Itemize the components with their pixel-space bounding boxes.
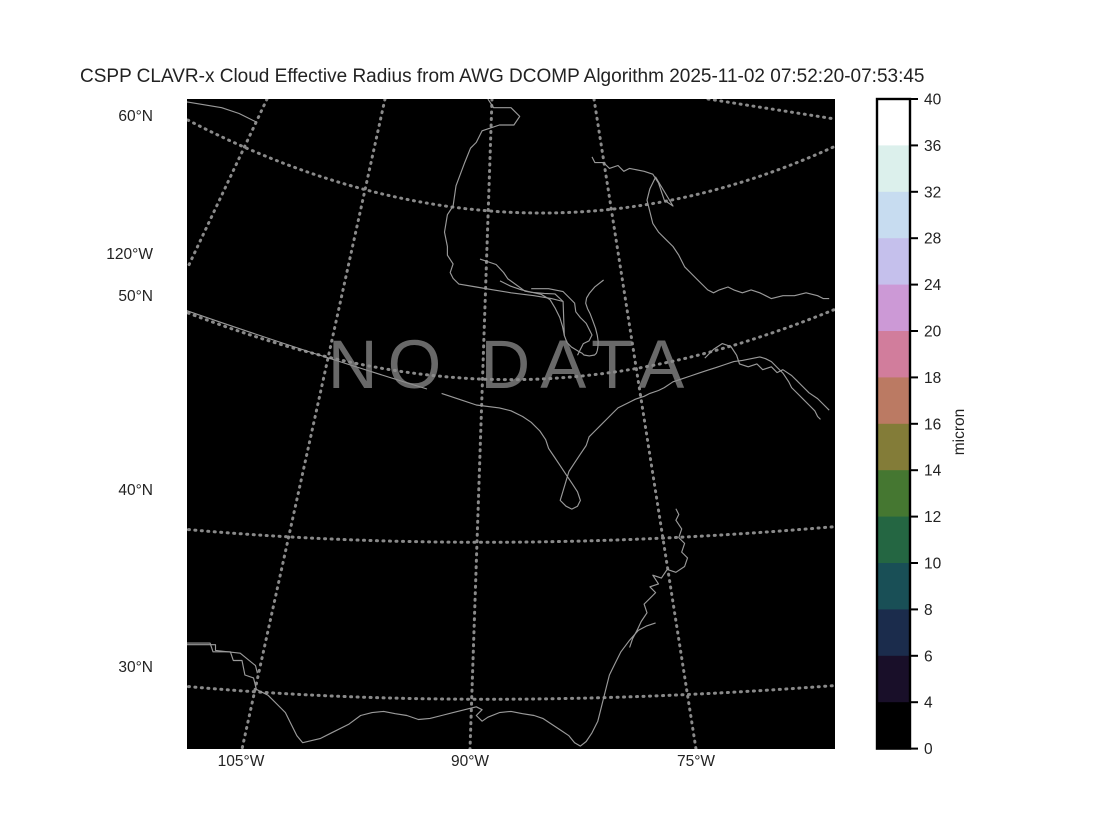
svg-text:18: 18: [924, 370, 941, 387]
svg-text:6: 6: [924, 648, 933, 665]
svg-text:20: 20: [924, 324, 942, 341]
svg-text:10: 10: [924, 556, 942, 573]
svg-text:14: 14: [924, 463, 942, 480]
svg-text:40: 40: [924, 92, 942, 109]
svg-text:4: 4: [924, 695, 933, 712]
svg-text:24: 24: [924, 277, 942, 294]
svg-text:32: 32: [924, 184, 941, 201]
svg-text:8: 8: [924, 602, 933, 619]
svg-text:28: 28: [924, 231, 941, 248]
svg-text:0: 0: [924, 741, 933, 758]
svg-text:36: 36: [924, 138, 941, 155]
svg-text:16: 16: [924, 416, 941, 433]
svg-text:12: 12: [924, 509, 941, 526]
